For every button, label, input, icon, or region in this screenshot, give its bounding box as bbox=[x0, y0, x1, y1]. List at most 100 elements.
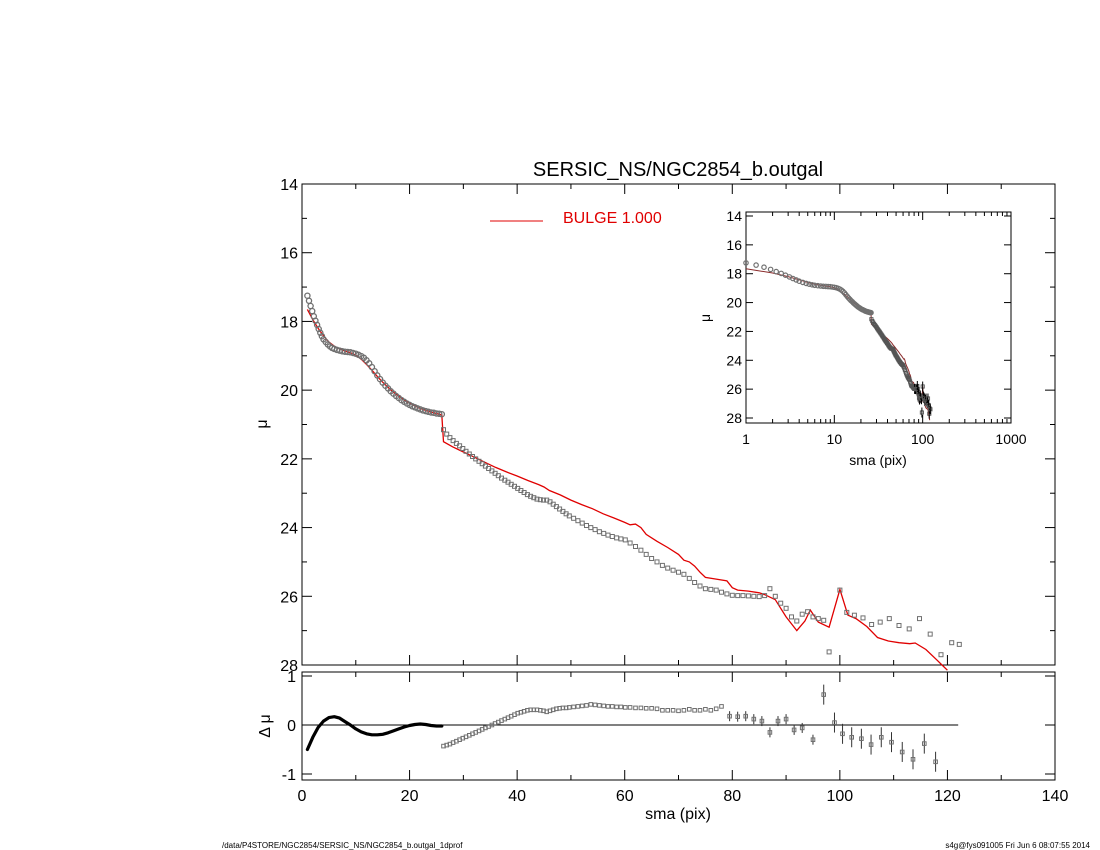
observed-point bbox=[627, 540, 633, 546]
observed-point bbox=[896, 623, 902, 628]
observed-point bbox=[938, 652, 944, 658]
observed-point bbox=[315, 325, 322, 333]
observed-point bbox=[719, 589, 724, 595]
residual-point bbox=[623, 705, 628, 710]
observed-point bbox=[815, 616, 821, 622]
observed-point bbox=[435, 410, 443, 418]
observed-point bbox=[762, 593, 768, 599]
observed-point bbox=[826, 649, 832, 655]
observed-point bbox=[605, 532, 611, 538]
observed-point bbox=[438, 410, 446, 418]
x-tick-label: 0 bbox=[298, 788, 307, 805]
residual-point bbox=[592, 702, 598, 708]
observed-point bbox=[860, 615, 866, 621]
observed-point bbox=[460, 446, 466, 451]
residual-point bbox=[579, 703, 585, 709]
residual-point bbox=[633, 705, 638, 711]
residual-point bbox=[791, 727, 797, 733]
residual-panel: Δ μ sma (pix) 10-10 20 40 60 80 100 120 140 bbox=[257, 669, 1068, 823]
footer-timestamp: s4g@fys091005 Fri Jun 6 08:07:55 2014 bbox=[945, 841, 1090, 850]
observed-point bbox=[317, 329, 324, 337]
observed-series bbox=[304, 292, 962, 658]
observed-point bbox=[917, 616, 922, 622]
residual-point bbox=[719, 704, 724, 709]
observed-point bbox=[349, 349, 357, 357]
inset-observed-point bbox=[761, 264, 767, 271]
observed-point bbox=[869, 622, 875, 627]
observed-point bbox=[697, 583, 703, 589]
observed-point bbox=[528, 493, 534, 499]
main-profile-panel: SERSIC_NS/NGC2854_b.outgal μ 14 16 18 20 22 2… bbox=[254, 159, 1056, 675]
observed-point bbox=[927, 631, 933, 637]
x-tick-label: 20 bbox=[401, 788, 419, 805]
inset-observed-point bbox=[803, 280, 810, 287]
observed-point bbox=[305, 297, 313, 305]
inset-observed-point bbox=[868, 309, 874, 316]
main-axis-ticks: 14 16 18 20 22 24 26 28 bbox=[280, 177, 1056, 675]
residual-point bbox=[687, 707, 692, 712]
inset-observed-point bbox=[743, 260, 749, 266]
observed-point bbox=[450, 438, 456, 444]
residual-axis-ticks: 10-10 20 40 60 80 100 120 140 bbox=[282, 669, 1069, 805]
inset-observed-point bbox=[793, 277, 800, 283]
residual-point bbox=[571, 704, 576, 710]
residual-point bbox=[618, 704, 624, 710]
observed-point bbox=[794, 618, 800, 624]
observed-point bbox=[531, 495, 537, 501]
residual-point bbox=[638, 705, 644, 711]
inset-log-panel: μ sma (pix) 14 16 18 20 22 24 26 281 10 100 1000 bbox=[697, 208, 1027, 468]
residual-point bbox=[743, 713, 749, 719]
observed-point bbox=[457, 443, 463, 449]
residual-point bbox=[670, 708, 676, 713]
residual-point bbox=[692, 708, 697, 713]
y-tick-label: 26 bbox=[280, 589, 298, 606]
observed-point bbox=[821, 617, 827, 623]
observed-point bbox=[304, 292, 311, 299]
observed-point bbox=[654, 559, 660, 565]
observed-point bbox=[949, 640, 955, 646]
observed-point bbox=[592, 527, 598, 533]
residual-point bbox=[575, 704, 581, 709]
residual-point bbox=[735, 714, 741, 720]
inset-y-tick-label: 14 bbox=[726, 208, 742, 224]
inset-y-tick-label: 24 bbox=[726, 352, 742, 368]
observed-point bbox=[601, 530, 607, 536]
residual-point bbox=[660, 708, 665, 713]
observed-point bbox=[618, 536, 624, 542]
x-axis-label: sma (pix) bbox=[645, 806, 711, 823]
y-tick-label: 22 bbox=[280, 452, 298, 469]
inset-observed-point bbox=[806, 281, 813, 288]
residual-point bbox=[643, 706, 649, 711]
chart-title: SERSIC_NS/NGC2854_b.outgal bbox=[533, 159, 823, 181]
observed-point bbox=[708, 586, 714, 592]
residual-point bbox=[681, 708, 687, 713]
inset-x-axis-label: sma (pix) bbox=[849, 452, 907, 468]
inset-observed-point bbox=[753, 262, 759, 268]
observed-point bbox=[665, 565, 671, 571]
observed-point bbox=[649, 556, 655, 561]
observed-point bbox=[633, 544, 638, 549]
residual-point bbox=[810, 737, 816, 743]
residual-point bbox=[713, 706, 719, 712]
x-tick-label: 140 bbox=[1042, 788, 1069, 805]
inset-observed-point bbox=[767, 266, 774, 273]
residual-y-axis-label: Δ μ bbox=[257, 714, 274, 737]
observed-point bbox=[575, 518, 581, 524]
residual-point bbox=[767, 730, 773, 735]
observed-point bbox=[724, 591, 730, 597]
observed-point bbox=[463, 448, 469, 454]
observed-point bbox=[643, 551, 649, 557]
inset-y-axis-label: μ bbox=[697, 314, 713, 322]
observed-point bbox=[308, 307, 316, 315]
observed-point bbox=[444, 431, 450, 437]
observed-point bbox=[729, 592, 735, 598]
residual-point bbox=[922, 741, 927, 746]
observed-point bbox=[541, 497, 546, 503]
x-tick-label: 40 bbox=[508, 788, 526, 805]
observed-point bbox=[772, 593, 778, 599]
observed-point bbox=[783, 605, 789, 611]
observed-point bbox=[318, 332, 326, 340]
residual-point bbox=[597, 703, 602, 708]
residual-point bbox=[654, 706, 660, 712]
